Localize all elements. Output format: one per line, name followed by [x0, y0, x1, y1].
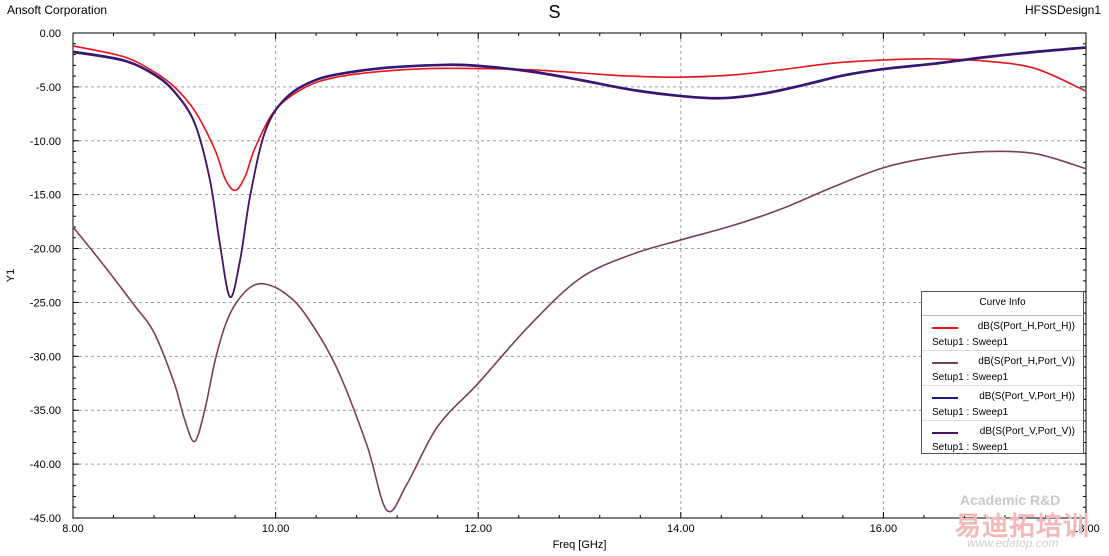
legend-swatch: [932, 432, 958, 434]
design-name-label: HFSSDesign1: [1024, 3, 1101, 17]
y-tick-label: -5.00: [36, 82, 61, 94]
watermark-line3: www.edatop.com: [967, 536, 1059, 550]
tick-labels: 8.00 10.00 12.00 14.00 16.00 18.00 0.00 -5.00 -1…: [30, 28, 1100, 535]
legend-setup: Setup1 : Sweep1: [932, 407, 1009, 418]
series-line-3: [72, 47, 1087, 298]
y-tick-label: -20.00: [30, 244, 61, 256]
legend-item[interactable]: dB(S(Port_H,Port_H)) Setup1 : Sweep1: [922, 316, 1083, 351]
legend-series-name: dB(S(Port_V,Port_V)): [979, 426, 1075, 437]
series-layer: [72, 45, 1087, 513]
y-tick-label: -40.00: [30, 459, 61, 471]
watermark-line2: 易迪拓培训: [955, 511, 1091, 541]
legend-setup: Setup1 : Sweep1: [932, 372, 1009, 383]
company-label: Ansoft Corporation: [7, 3, 108, 17]
y-tick-label: -15.00: [30, 190, 61, 202]
legend-series-name: dB(S(Port_H,Port_V)): [978, 356, 1075, 367]
x-axis-label: Freq [GHz]: [553, 539, 607, 551]
x-tick-label: 10.00: [262, 523, 290, 535]
legend-setup: Setup1 : Sweep1: [932, 442, 1009, 453]
y-tick-label: -35.00: [30, 405, 61, 417]
plot-area: [72, 32, 1087, 519]
legend-series-name: dB(S(Port_V,Port_H)): [979, 391, 1075, 402]
y-tick-label: -30.00: [30, 351, 61, 363]
y-tick-label: -10.00: [30, 136, 61, 148]
curve-info-legend[interactable]: Curve Info dB(S(Port_H,Port_H)) Setup1 :…: [921, 291, 1084, 454]
legend-title: Curve Info: [922, 297, 1083, 316]
legend-item[interactable]: dB(S(Port_V,Port_H)) Setup1 : Sweep1: [922, 386, 1083, 421]
y-tick-label: -25.00: [30, 297, 61, 309]
watermark-line1: Academic R&D: [960, 492, 1061, 508]
y-axis-label: Y1: [5, 269, 17, 282]
y-tick-label: 0.00: [40, 28, 61, 40]
legend-series-name: dB(S(Port_H,Port_H)): [977, 321, 1075, 332]
minor-ticks: [72, 32, 1087, 519]
y-tick-label: -45.00: [30, 513, 61, 525]
watermark-logo: Academic R&D 易迪拓培训 www.edatop.com: [905, 492, 1105, 552]
chart-title: S: [548, 2, 561, 22]
legend-swatch: [932, 362, 958, 364]
legend-swatch: [932, 397, 958, 399]
series-line-2: [72, 46, 1087, 298]
x-tick-label: 18.00: [1072, 523, 1100, 535]
x-tick-label: 14.00: [667, 523, 695, 535]
x-tick-label: 12.00: [464, 523, 492, 535]
x-tick-label: 16.00: [870, 523, 898, 535]
legend-swatch: [932, 327, 958, 329]
legend-item[interactable]: dB(S(Port_H,Port_V)) Setup1 : Sweep1: [922, 351, 1083, 386]
series-line-1: [72, 150, 1087, 513]
series-line-0: [72, 45, 1087, 192]
x-tick-label: 8.00: [62, 523, 83, 535]
legend-setup: Setup1 : Sweep1: [932, 337, 1009, 348]
legend-item[interactable]: dB(S(Port_V,Port_V)) Setup1 : Sweep1: [922, 421, 1083, 455]
